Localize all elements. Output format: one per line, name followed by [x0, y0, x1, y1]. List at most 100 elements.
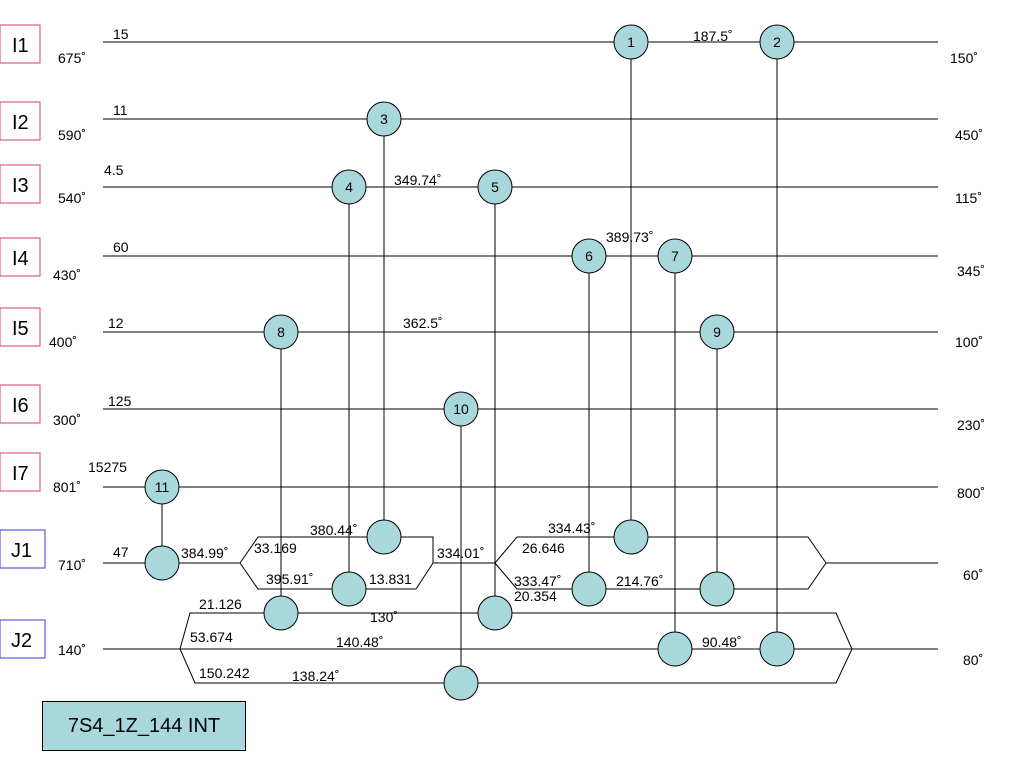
tout-i5: 100˚ [955, 334, 983, 350]
annot-j1-c: 380.44˚ [310, 522, 357, 538]
exchanger-6-cold [571, 571, 607, 607]
exchanger-8-label: 8 [277, 324, 285, 340]
annot-j1-j: 20.354 [514, 588, 557, 604]
stream-id-boxes: I1 I2 I3 I4 I5 I6 I7 J1 J2 [0, 24, 46, 659]
stream-lines [103, 41, 938, 650]
annot-j1-b: 33.169 [254, 540, 297, 556]
j1-split-branches [239, 536, 827, 590]
stream-id-j2: J2 [11, 630, 32, 652]
exchanger-10-label: 10 [453, 401, 469, 417]
tin-i1: 675˚ [58, 50, 86, 66]
exchanger-6-hot [571, 238, 607, 274]
tout-i2: 450˚ [955, 127, 983, 143]
tin-i3: 540˚ [58, 190, 86, 206]
exchanger-4-label: 4 [345, 179, 353, 195]
stream-id-i6: I6 [12, 395, 29, 417]
exchanger-11-cold [144, 545, 180, 581]
exchanger-5-label: 5 [491, 179, 499, 195]
exchanger-8-cold [263, 595, 299, 631]
exchanger-1-hot [613, 24, 649, 60]
exchanger-5-hot [477, 169, 513, 205]
exchanger-2-label: 2 [773, 34, 781, 50]
stream-box-i3 [0, 164, 41, 204]
j2-branch-bottom [179, 648, 853, 684]
stream-id-i2: I2 [12, 112, 29, 134]
annot-j1-g: 334.43˚ [548, 520, 595, 536]
stream-box-i1 [0, 24, 41, 64]
stream-id-i7: I7 [12, 463, 29, 485]
exchanger-7-label: 7 [671, 248, 679, 264]
stream-box-i2 [0, 101, 41, 141]
j2-branch-top [179, 612, 853, 650]
annot-i4-mid: 389.73˚ [606, 229, 653, 245]
exchanger-7-hot [657, 238, 693, 274]
cp-i3: 4.5 [104, 162, 124, 178]
exchanger-3-hot [366, 101, 402, 137]
exchanger-6-label: 6 [585, 248, 593, 264]
j1-branch-a-top [239, 536, 434, 564]
annot-j2-g: 138.24˚ [292, 668, 339, 684]
temperature-annotations: 187.5˚ 349.74˚ 389.73˚ 362.5˚ 384.99˚ 33… [181, 28, 742, 684]
stream-id-i1: I1 [12, 35, 29, 57]
exchanger-3-cold [366, 519, 402, 555]
exchanger-5-cold [477, 595, 513, 631]
annot-j2-c: 53.674 [190, 629, 233, 645]
stream-box-i6 [0, 384, 41, 424]
tin-i7: 801˚ [53, 479, 81, 495]
stream-id-j1: J1 [11, 540, 32, 562]
exchanger-nodes-hot: 1 2 3 4 5 6 7 8 9 10 11 [144, 24, 795, 505]
exchanger-2-hot [759, 24, 795, 60]
annot-j2-a: 21.126 [199, 596, 242, 612]
exchanger-4-cold [331, 571, 367, 607]
tin-i2: 590˚ [58, 127, 86, 143]
stream-box-i4 [0, 237, 41, 277]
annot-j2-b: 130˚ [370, 609, 398, 625]
annot-j2-e: 90.48˚ [702, 634, 742, 650]
tout-i7: 800˚ [957, 485, 985, 501]
cp-i4: 60 [113, 239, 129, 255]
exchanger-connectors [161, 42, 778, 683]
exchanger-11-label: 11 [155, 479, 170, 495]
tin-i5: 400˚ [49, 334, 77, 350]
exchanger-9-hot [699, 314, 735, 350]
exchanger-10-hot [443, 391, 479, 427]
annot-j1-i: 333.47˚ [514, 573, 561, 589]
j1-branch-b-bottom [494, 562, 827, 590]
stream-id-i3: I3 [12, 175, 29, 197]
stream-box-j1 [0, 529, 46, 569]
tout-j2: 80˚ [963, 652, 983, 668]
stream-id-i5: I5 [12, 318, 29, 340]
j2-split-branches [179, 612, 853, 684]
tin-i6: 300˚ [53, 412, 81, 428]
cp-j1: 47 [113, 544, 129, 560]
exchanger-2-cold [759, 631, 795, 667]
exchanger-1-label: 1 [627, 34, 635, 50]
annot-j2-f: 150.242 [199, 665, 250, 681]
exchanger-9-cold [699, 571, 735, 607]
tout-i3: 115˚ [955, 190, 982, 206]
annot-j1-e: 13.831 [369, 571, 412, 587]
annot-j1-k: 214.76˚ [616, 573, 663, 589]
stream-id-i4: I4 [12, 248, 29, 270]
exchanger-nodes-cold [144, 519, 795, 701]
tin-j1: 710˚ [58, 557, 86, 573]
stream-box-i7 [0, 452, 41, 492]
stream-box-j2 [0, 619, 46, 659]
exchanger-10-cold [443, 665, 479, 701]
cp-i5: 12 [108, 315, 124, 331]
annot-j1-a: 384.99˚ [181, 545, 228, 561]
tout-i6: 230˚ [957, 417, 985, 433]
j1-branch-b-top [494, 536, 827, 564]
network-title-box: 7S4_1Z_144 INT [42, 701, 246, 751]
annot-i5-mid: 362.5˚ [403, 315, 443, 331]
tout-i1: 150˚ [950, 50, 978, 66]
exchanger-11-hot [144, 469, 180, 505]
tout-j1: 60˚ [963, 567, 983, 583]
exchanger-1-cold [613, 519, 649, 555]
stream-box-i5 [0, 307, 41, 347]
tin-i4: 430˚ [53, 267, 81, 283]
cp-i2: 11 [113, 102, 128, 118]
exchanger-9-label: 9 [713, 324, 721, 340]
exchanger-8-hot [263, 314, 299, 350]
